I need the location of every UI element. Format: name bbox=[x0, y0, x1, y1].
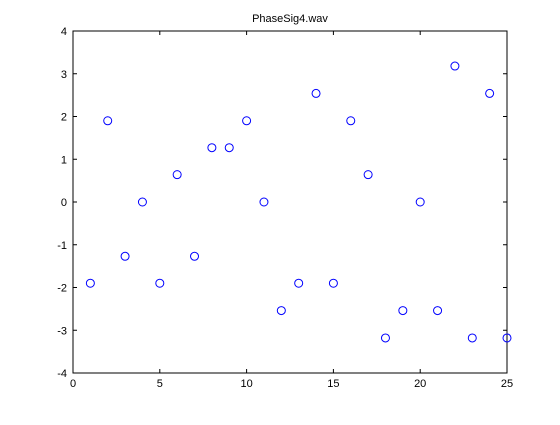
data-point bbox=[433, 306, 443, 316]
data-point bbox=[120, 251, 130, 261]
y-tick-label: 4 bbox=[61, 26, 67, 38]
data-point bbox=[328, 278, 338, 288]
data-point bbox=[224, 143, 234, 153]
y-tick-label: 2 bbox=[61, 112, 67, 124]
data-point bbox=[467, 333, 477, 343]
data-point bbox=[363, 170, 373, 180]
data-point bbox=[207, 143, 217, 153]
data-point bbox=[155, 278, 165, 288]
x-axis: 0 5 10 15 20 25 bbox=[70, 31, 513, 390]
data-point bbox=[137, 197, 147, 207]
data-point bbox=[415, 197, 425, 207]
data-point bbox=[485, 88, 495, 98]
y-tick-label: 1 bbox=[61, 154, 67, 166]
y-tick-label: -2 bbox=[57, 283, 67, 295]
data-point bbox=[294, 278, 304, 288]
y-axis: -4 -3 -2 -1 0 1 2 3 4 bbox=[57, 26, 507, 380]
data-point bbox=[398, 306, 408, 316]
y-tick-label: -1 bbox=[57, 240, 67, 252]
data-points bbox=[85, 61, 512, 343]
x-tick-label: 20 bbox=[414, 378, 426, 390]
x-tick-label: 0 bbox=[70, 378, 76, 390]
data-point bbox=[103, 116, 113, 126]
data-point bbox=[450, 61, 460, 71]
data-point bbox=[85, 278, 95, 288]
x-tick-label: 25 bbox=[501, 378, 513, 390]
data-point bbox=[346, 116, 356, 126]
x-tick-label: 5 bbox=[157, 378, 163, 390]
data-point bbox=[172, 170, 182, 180]
data-point bbox=[276, 306, 286, 316]
chart-title: PhaseSig4.wav bbox=[252, 13, 328, 25]
x-tick-label: 10 bbox=[240, 378, 252, 390]
data-point bbox=[190, 251, 200, 261]
data-point bbox=[259, 197, 269, 207]
data-point bbox=[502, 333, 512, 343]
y-tick-label: -3 bbox=[57, 325, 67, 337]
data-point bbox=[311, 88, 321, 98]
y-tick-label: -4 bbox=[57, 368, 67, 380]
x-tick-label: 15 bbox=[327, 378, 339, 390]
data-point bbox=[242, 116, 252, 126]
y-tick-label: 3 bbox=[61, 69, 67, 81]
data-point bbox=[380, 333, 390, 343]
y-tick-label: 0 bbox=[61, 197, 67, 209]
